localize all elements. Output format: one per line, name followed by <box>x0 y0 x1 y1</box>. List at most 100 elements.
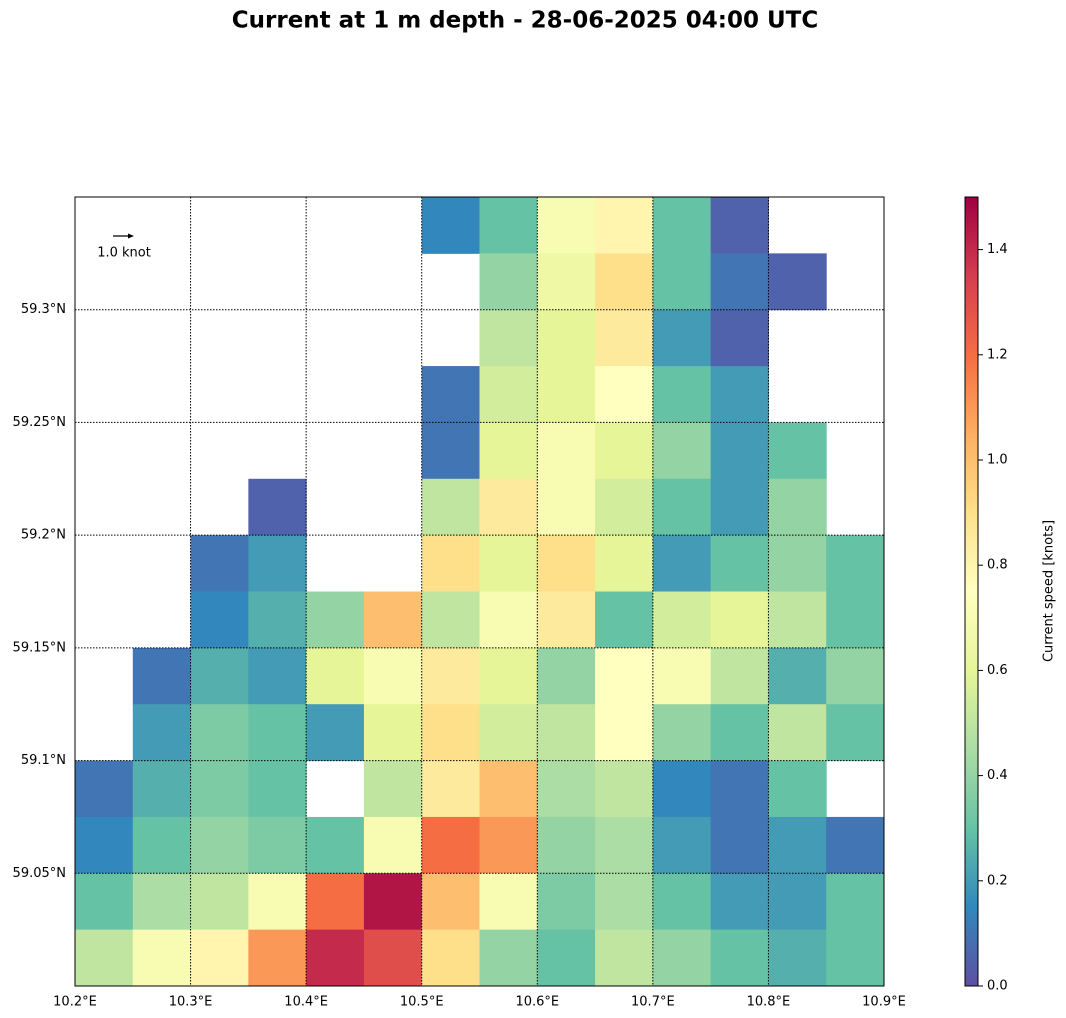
speed-cell <box>595 309 654 367</box>
speed-cell <box>363 591 423 649</box>
speed-cell <box>421 197 480 254</box>
speed-cell <box>537 197 596 254</box>
speed-cell <box>248 535 307 592</box>
speed-cell <box>710 309 769 367</box>
speed-cell <box>479 647 538 705</box>
speed-cell <box>768 704 827 762</box>
y-tick-label: 59.1°N <box>21 753 66 768</box>
speed-cell <box>710 197 769 254</box>
speed-cell <box>479 478 538 536</box>
speed-cell <box>421 647 480 705</box>
speed-cell <box>132 647 192 705</box>
speed-cell <box>75 929 134 987</box>
y-tick-label: 59.25°N <box>13 415 66 430</box>
speed-cell <box>190 873 249 931</box>
speed-cell <box>248 929 307 987</box>
speed-cell <box>768 422 827 480</box>
speed-cell <box>537 478 596 536</box>
speed-cell <box>306 816 365 874</box>
speed-cell <box>826 535 885 592</box>
speed-cell <box>710 929 769 987</box>
x-tick-label: 10.9°E <box>862 995 906 1010</box>
x-tick-label: 10.2°E <box>53 995 97 1010</box>
speed-cell <box>595 873 654 931</box>
speed-cell <box>479 816 538 874</box>
speed-cell <box>826 647 885 705</box>
speed-cell <box>479 422 538 480</box>
speed-cell <box>768 478 827 536</box>
speed-cell <box>248 873 307 931</box>
speed-cell <box>363 760 423 818</box>
speed-cell <box>363 873 423 931</box>
speed-cell <box>710 535 769 592</box>
x-tick-label: 10.3°E <box>169 995 213 1010</box>
x-tick-label: 10.7°E <box>631 995 675 1010</box>
speed-cell <box>652 760 712 818</box>
speed-cell <box>710 366 769 423</box>
speed-cell <box>768 535 827 592</box>
speed-cell <box>479 760 538 818</box>
x-tick-label: 10.8°E <box>747 995 791 1010</box>
speed-cell <box>363 647 423 705</box>
speed-cell <box>248 647 307 705</box>
speed-cell <box>768 816 827 874</box>
speed-cell <box>537 760 596 818</box>
speed-cell <box>652 366 712 423</box>
speed-cell <box>595 929 654 987</box>
quiver-key-arrowhead <box>128 233 134 239</box>
speed-cell <box>190 704 249 762</box>
speed-cell <box>710 704 769 762</box>
colorbar-tick-label: 0.0 <box>987 979 1008 994</box>
heatmap <box>75 197 885 987</box>
speed-cell <box>826 591 885 649</box>
speed-cell <box>652 647 712 705</box>
speed-cell <box>306 647 365 705</box>
x-tick-label: 10.6°E <box>515 995 559 1010</box>
speed-cell <box>537 422 596 480</box>
speed-cell <box>652 478 712 536</box>
speed-cell <box>363 929 423 987</box>
x-tick-label: 10.5°E <box>400 995 444 1010</box>
speed-cell <box>132 873 192 931</box>
speed-cell <box>421 873 480 931</box>
speed-cell <box>768 253 827 311</box>
speed-cell <box>652 253 712 311</box>
speed-cell <box>652 422 712 480</box>
speed-cell <box>710 253 769 311</box>
speed-cell <box>421 422 480 480</box>
speed-cell <box>652 591 712 649</box>
speed-cell <box>595 816 654 874</box>
speed-cell <box>421 760 480 818</box>
speed-cell <box>75 873 134 931</box>
speed-cell <box>652 197 712 254</box>
speed-cell <box>421 704 480 762</box>
speed-cell <box>826 873 885 931</box>
speed-cell <box>248 478 307 536</box>
speed-cell <box>306 591 365 649</box>
speed-cell <box>710 422 769 480</box>
speed-cell <box>479 704 538 762</box>
speed-cell <box>421 366 480 423</box>
speed-cell <box>479 197 538 254</box>
speed-cell <box>595 647 654 705</box>
colorbar <box>964 196 979 987</box>
speed-cell <box>190 760 249 818</box>
speed-cell <box>306 929 365 987</box>
speed-cell <box>537 647 596 705</box>
plot-frame <box>74 196 885 987</box>
chart-title: Current at 1 m depth - 28-06-2025 04:00 … <box>232 8 818 34</box>
speed-cell <box>132 816 192 874</box>
speed-cell <box>190 591 249 649</box>
speed-cell <box>479 929 538 987</box>
speed-cell <box>710 478 769 536</box>
speed-cell <box>710 816 769 874</box>
speed-cell <box>479 309 538 367</box>
speed-cell <box>248 591 307 649</box>
speed-cell <box>537 929 596 987</box>
speed-cell <box>595 760 654 818</box>
colorbar-tick-label: 1.2 <box>987 347 1008 362</box>
speed-cell <box>710 873 769 931</box>
speed-cell <box>595 197 654 254</box>
speed-cell <box>479 253 538 311</box>
speed-cell <box>768 760 827 818</box>
